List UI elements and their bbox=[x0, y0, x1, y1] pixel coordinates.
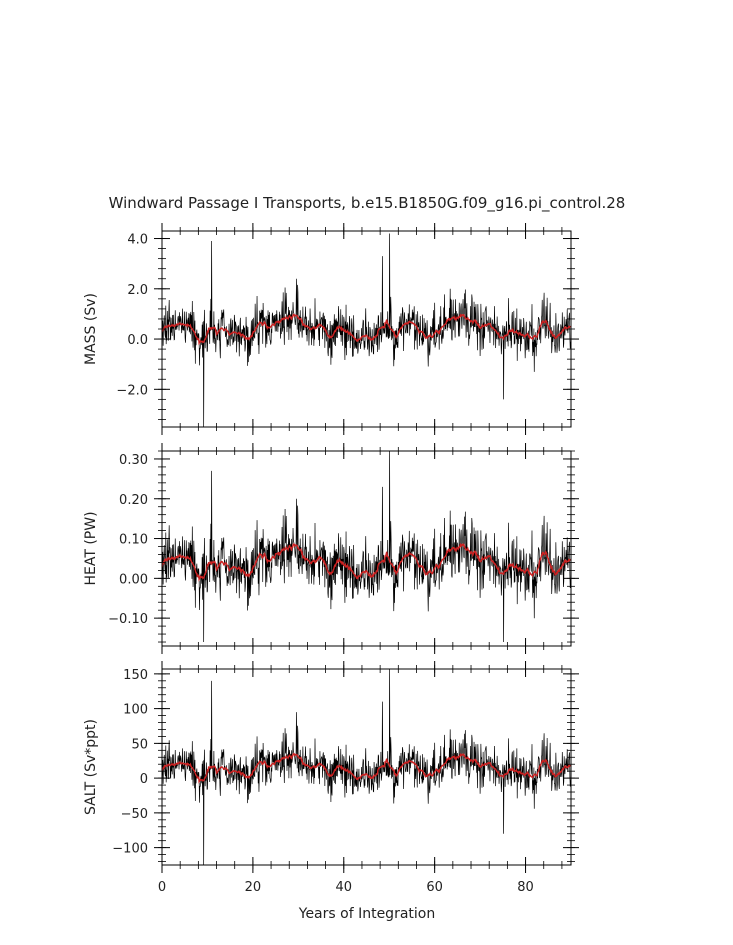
x-axis-label: Years of Integration bbox=[298, 906, 435, 922]
series-raw-line bbox=[162, 669, 571, 865]
y-tick-label: 0.30 bbox=[119, 453, 148, 468]
x-tick-label: 20 bbox=[245, 880, 262, 895]
y-tick-label: 2.0 bbox=[127, 283, 148, 298]
y-axis-label: MASS (Sv) bbox=[83, 293, 99, 365]
chart-title: Windward Passage I Transports, b.e15.B18… bbox=[109, 194, 626, 213]
y-axis-label: HEAT (PW) bbox=[83, 511, 99, 585]
y-tick-label: 0.00 bbox=[119, 572, 148, 587]
plot-frame bbox=[161, 450, 572, 647]
y-tick-label: 100 bbox=[123, 703, 148, 718]
x-tick-label: 60 bbox=[426, 880, 443, 895]
y-tick-label: 50 bbox=[131, 737, 148, 752]
panel-1: −2.0 0.0 2.0 4.0 MASS (Sv) bbox=[83, 223, 579, 435]
panels: −2.0 0.0 2.0 4.0 MASS (Sv) −0.10 0.00 0.10 0.20 0… bbox=[83, 223, 579, 895]
y-tick-label: −0.10 bbox=[108, 612, 148, 627]
panel-3: −100 −50 0 50 100 150 0 20 40 60 80 SALT (Sv*ppt) bbox=[83, 661, 579, 895]
y-tick-label: −50 bbox=[121, 807, 148, 822]
series-smoothed-line bbox=[162, 542, 571, 582]
y-tick-label: 150 bbox=[123, 668, 148, 683]
panel-2: −0.10 0.00 0.10 0.20 0.30 HEAT (PW) bbox=[83, 443, 579, 654]
y-tick-label: 0.0 bbox=[127, 333, 148, 348]
series-raw-line bbox=[162, 233, 571, 427]
y-tick-label: −100 bbox=[112, 842, 148, 857]
x-tick-label: 40 bbox=[336, 880, 353, 895]
series-smoothed-line bbox=[162, 752, 571, 784]
plot-frame bbox=[161, 668, 572, 866]
y-tick-label: 4.0 bbox=[127, 233, 148, 248]
y-axis-label: SALT (Sv*ppt) bbox=[83, 719, 99, 815]
y-tick-label: 0.10 bbox=[119, 533, 148, 548]
series-raw-line bbox=[162, 451, 571, 643]
y-tick-label: 0.20 bbox=[119, 493, 148, 508]
x-tick-label: 0 bbox=[158, 880, 166, 895]
x-tick-label: 80 bbox=[517, 880, 534, 895]
series-smoothed-line bbox=[162, 313, 571, 346]
y-tick-label: 0 bbox=[140, 772, 148, 787]
y-tick-label: −2.0 bbox=[116, 383, 148, 398]
